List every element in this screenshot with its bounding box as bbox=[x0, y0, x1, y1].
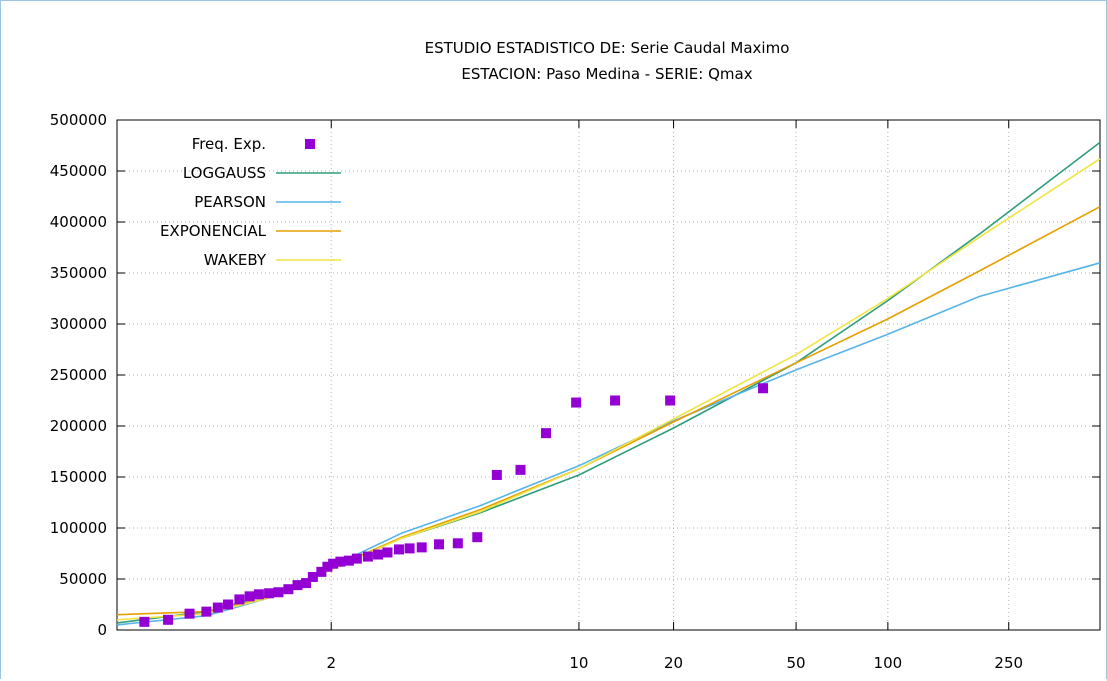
data-point bbox=[273, 587, 284, 598]
data-point bbox=[343, 555, 354, 566]
data-point bbox=[541, 428, 552, 439]
data-point bbox=[452, 538, 463, 549]
y-tick-label: 50000 bbox=[59, 570, 107, 588]
data-point bbox=[253, 589, 264, 600]
data-point bbox=[491, 469, 502, 480]
data-point bbox=[328, 558, 339, 569]
data-point bbox=[571, 397, 582, 408]
grid-lines bbox=[117, 120, 1100, 630]
data-point bbox=[301, 578, 312, 589]
y-tick-label: 450000 bbox=[50, 162, 107, 180]
x-tick-label: 250 bbox=[994, 654, 1023, 672]
data-point bbox=[292, 580, 303, 591]
data-point bbox=[515, 464, 526, 475]
y-tick-label: 400000 bbox=[50, 213, 107, 231]
legend-label-freq-exp: Freq. Exp. bbox=[192, 135, 266, 153]
data-point bbox=[373, 549, 384, 560]
data-point bbox=[163, 614, 174, 625]
data-point bbox=[212, 602, 223, 613]
data-point bbox=[416, 542, 427, 553]
legend-marker-freq-exp bbox=[305, 139, 315, 149]
data-point bbox=[201, 606, 212, 617]
legend-label-pearson: PEARSON bbox=[194, 193, 266, 211]
y-tick-label: 250000 bbox=[50, 366, 107, 384]
data-point bbox=[184, 608, 195, 619]
data-point bbox=[283, 584, 294, 595]
x-axis-ticks: 2 10 20 50 100 250 bbox=[326, 120, 1023, 672]
data-point bbox=[472, 532, 483, 543]
legend-label-exponencial: EXPONENCIAL bbox=[160, 222, 267, 240]
legend-label-loggauss: LOGGAUSS bbox=[183, 164, 266, 182]
series-line-wakeby bbox=[116, 158, 1101, 621]
data-point bbox=[351, 553, 362, 564]
y-tick-label: 200000 bbox=[50, 417, 107, 435]
x-tick-label: 100 bbox=[874, 654, 903, 672]
y-tick-label: 300000 bbox=[50, 315, 107, 333]
x-tick-label: 20 bbox=[664, 654, 683, 672]
data-point bbox=[665, 395, 676, 406]
data-point bbox=[610, 395, 621, 406]
series-line-loggauss bbox=[116, 141, 1101, 624]
data-point bbox=[234, 594, 245, 605]
y-tick-label: 150000 bbox=[50, 468, 107, 486]
y-tick-label: 0 bbox=[97, 621, 107, 639]
data-point bbox=[335, 556, 346, 567]
data-point bbox=[244, 591, 255, 602]
y-tick-label: 100000 bbox=[50, 519, 107, 537]
chart-title: ESTUDIO ESTADISTICO DE: Serie Caudal Max… bbox=[425, 39, 790, 57]
y-tick-label: 350000 bbox=[50, 264, 107, 282]
x-tick-label: 2 bbox=[326, 654, 336, 672]
data-point bbox=[394, 544, 405, 555]
data-point bbox=[316, 566, 327, 577]
data-point bbox=[223, 599, 234, 610]
series-line-pearson bbox=[116, 262, 1101, 626]
x-tick-label: 50 bbox=[787, 654, 806, 672]
data-point bbox=[264, 588, 275, 599]
x-tick-label: 10 bbox=[569, 654, 588, 672]
legend-label-wakeby: WAKEBY bbox=[204, 251, 267, 269]
legend: Freq. Exp. LOGGAUSS PEARSON EXPONENCIAL WAKE… bbox=[160, 135, 341, 269]
data-point bbox=[139, 616, 150, 627]
chart-subtitle: ESTACION: Paso Medina - SERIE: Qmax bbox=[461, 65, 752, 83]
data-point bbox=[758, 383, 769, 394]
y-tick-label: 500000 bbox=[50, 111, 107, 129]
observed-points bbox=[139, 383, 769, 627]
data-point bbox=[322, 561, 333, 572]
data-point bbox=[362, 551, 373, 562]
data-point bbox=[307, 571, 318, 582]
model-curves bbox=[116, 141, 1101, 626]
data-point bbox=[434, 539, 445, 550]
data-point bbox=[404, 543, 415, 554]
y-axis-ticks: 0 50000 100000 150000 200000 250000 300000 3500… bbox=[50, 111, 1100, 639]
data-point bbox=[382, 547, 393, 558]
